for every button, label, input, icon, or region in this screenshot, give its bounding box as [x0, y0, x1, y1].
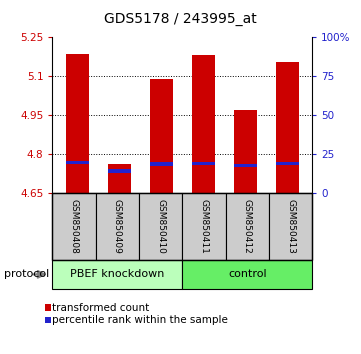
Bar	[275, 162, 299, 165]
Text: GSM850411: GSM850411	[200, 199, 208, 254]
Bar	[234, 110, 257, 193]
Bar	[150, 162, 173, 166]
Text: transformed count: transformed count	[52, 303, 149, 313]
Bar	[66, 54, 89, 193]
Bar	[108, 164, 131, 193]
Text: PBEF knockdown: PBEF knockdown	[70, 269, 165, 279]
Text: protocol: protocol	[4, 269, 49, 279]
Text: GSM850408: GSM850408	[70, 199, 78, 254]
Text: GSM850413: GSM850413	[286, 199, 295, 254]
Text: percentile rank within the sample: percentile rank within the sample	[52, 315, 228, 325]
Text: GSM850412: GSM850412	[243, 199, 252, 254]
Bar	[192, 162, 215, 165]
Bar	[192, 55, 215, 193]
Text: GSM850410: GSM850410	[156, 199, 165, 254]
Bar	[150, 79, 173, 193]
Bar	[275, 62, 299, 193]
Bar	[108, 170, 131, 173]
Bar	[66, 161, 89, 164]
Text: GSM850409: GSM850409	[113, 199, 122, 254]
Text: control: control	[228, 269, 266, 279]
Bar	[234, 164, 257, 167]
Text: GDS5178 / 243995_at: GDS5178 / 243995_at	[104, 12, 257, 27]
